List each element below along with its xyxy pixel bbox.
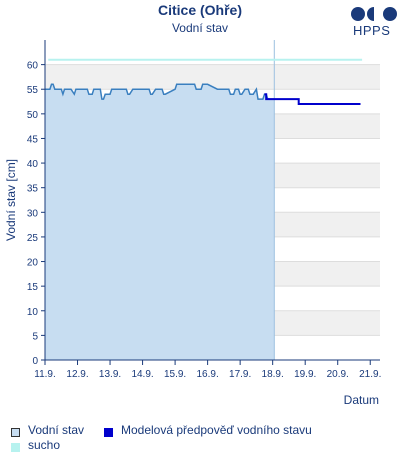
y-tick-label-40: 40 [27, 159, 39, 170]
x-tick-label-7: 18.9. [262, 369, 284, 380]
legend-swatch-water-level [11, 428, 20, 437]
x-tick-label-4: 15.9. [164, 369, 186, 380]
y-tick-label-0: 0 [32, 356, 38, 367]
legend-label-drought: sucho [28, 438, 61, 452]
y-tick-label-25: 25 [27, 233, 39, 244]
y-tick-label-10: 10 [27, 307, 39, 318]
x-tick-label-9: 20.9. [327, 369, 349, 380]
y-axis-title: Vodní stav [cm] [4, 159, 18, 241]
y-tick-label-20: 20 [27, 258, 39, 269]
x-tick-label-6: 17.9. [229, 369, 251, 380]
x-tick-label-10: 21.9. [359, 369, 381, 380]
legend-label-water-level: Vodní stav [28, 423, 85, 437]
series-area-water-level [45, 84, 275, 361]
x-tick-label-0: 11.9. [34, 369, 56, 380]
legend-swatch-forecast [104, 428, 113, 437]
series-line-water-level [45, 83, 275, 100]
chart-subtitle: Vodní stav [171, 21, 229, 35]
grid-band-60 [45, 40, 380, 65]
y-tick-label-30: 30 [27, 208, 39, 219]
x-tick-label-3: 14.9. [131, 369, 153, 380]
y-tick-label-35: 35 [27, 184, 39, 195]
y-tick-label-15: 15 [27, 282, 39, 293]
y-tick-label-60: 60 [27, 61, 39, 72]
series-line-forecast [264, 93, 361, 105]
x-tick-label-1: 12.9. [66, 369, 88, 380]
hpps-logo-icon [351, 7, 397, 21]
legend-swatch-drought [11, 443, 20, 452]
grid-band-55 [45, 64, 380, 90]
y-tick-label-55: 55 [27, 85, 39, 96]
x-tick-label-5: 16.9. [196, 369, 218, 380]
y-tick-label-45: 45 [27, 134, 39, 145]
chart-title: Citice (Ohře) [157, 2, 242, 18]
y-tick-label-50: 50 [27, 110, 39, 121]
x-tick-label-2: 13.9. [99, 369, 121, 380]
x-axis-title: Datum [344, 393, 379, 407]
x-tick-label-8: 19.9. [294, 369, 316, 380]
legend-label-forecast: Modelová předpověď vodního stavu [121, 423, 312, 437]
y-tick-label-5: 5 [32, 331, 38, 342]
hpps-logo-text: HPPS [353, 23, 391, 38]
